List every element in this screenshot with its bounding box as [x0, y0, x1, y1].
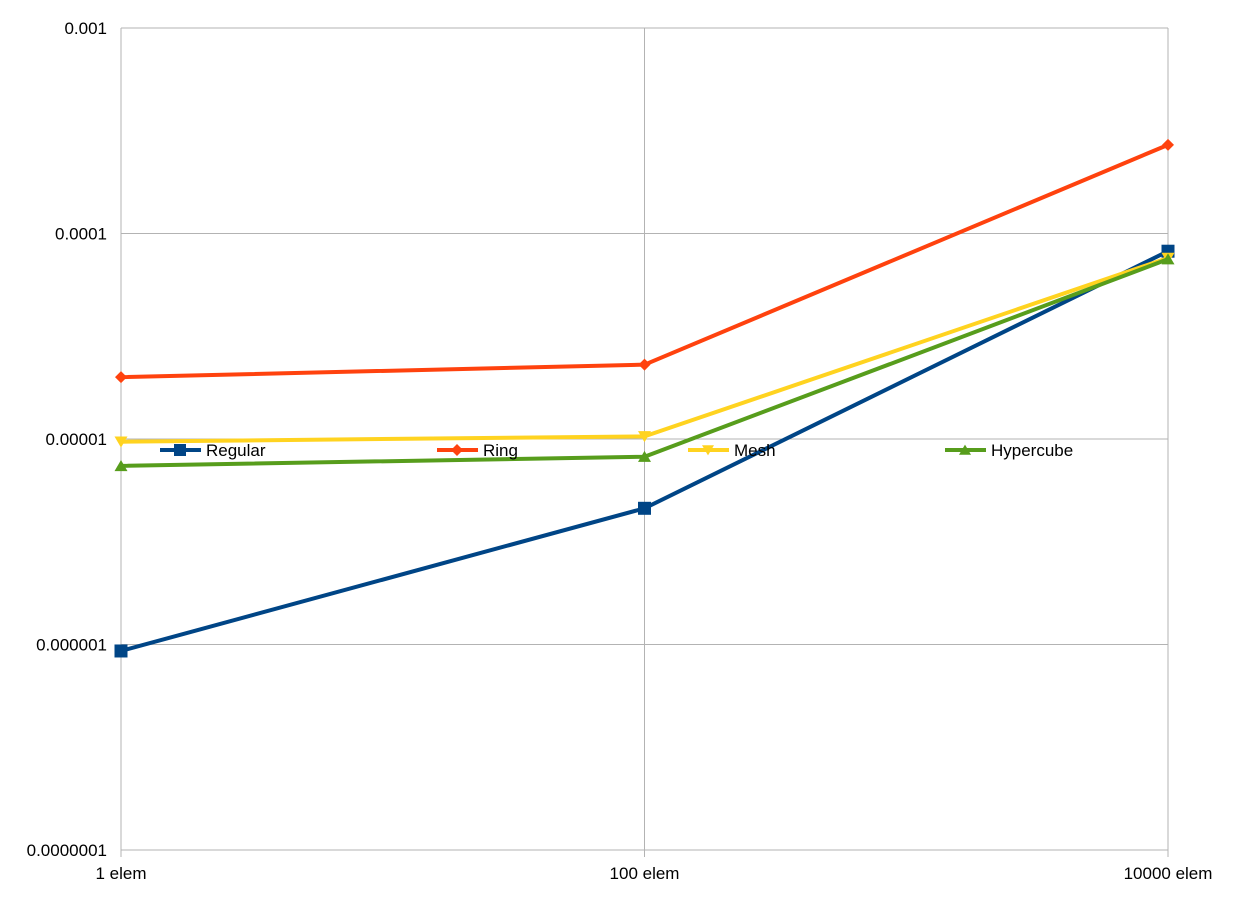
data-point-marker — [638, 358, 651, 371]
series-hypercube — [114, 253, 1175, 472]
x-tick-label: 10000 elem — [1124, 864, 1213, 883]
y-tick-label: 0.000001 — [36, 636, 107, 655]
data-point-marker — [638, 431, 651, 443]
y-tick-label: 0.0000001 — [27, 841, 107, 860]
legend-item-ring: Ring — [437, 441, 518, 460]
data-point-marker — [702, 445, 714, 456]
legend: Regular Ring Mesh Hypercube — [160, 441, 1073, 460]
data-point-marker — [638, 501, 651, 515]
series-layer — [114, 138, 1175, 658]
data-point-marker — [959, 444, 971, 455]
y-tick-label: 0.0001 — [55, 225, 107, 244]
legend-item-hypercube: Hypercube — [945, 441, 1073, 460]
legend-item-regular: Regular — [160, 441, 266, 460]
y-tick-label: 0.001 — [64, 19, 107, 38]
data-point-marker — [115, 371, 127, 384]
axis-layer: 0.0000001 0.000001 0.00001 0.0001 0.001 1 ele… — [27, 19, 1213, 883]
x-tick-label: 1 elem — [95, 864, 146, 883]
data-point-marker — [174, 444, 186, 456]
y-tick-label: 0.00001 — [46, 430, 107, 449]
legend-label: Regular — [206, 441, 266, 460]
data-point-marker — [114, 460, 128, 472]
data-point-marker — [1162, 138, 1174, 151]
data-point-marker — [1161, 253, 1175, 265]
x-tick-label: 100 elem — [610, 864, 680, 883]
legend-label: Hypercube — [991, 441, 1073, 460]
legend-label: Mesh — [734, 441, 776, 460]
data-point-marker — [114, 436, 128, 448]
data-point-marker — [638, 450, 651, 462]
legend-label: Ring — [483, 441, 518, 460]
data-point-marker — [451, 444, 463, 456]
series-ring — [115, 138, 1174, 384]
data-point-marker — [114, 644, 128, 658]
legend-item-mesh: Mesh — [688, 441, 776, 460]
